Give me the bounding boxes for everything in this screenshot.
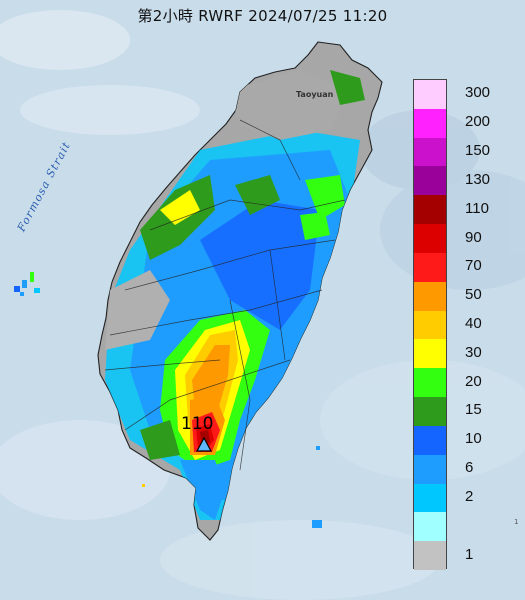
- legend-label: 200: [465, 113, 491, 131]
- legend-label: 90: [465, 228, 482, 246]
- legend-label: 2: [465, 487, 474, 505]
- city-label: Taoyuan: [296, 90, 334, 99]
- legend-label: 50: [465, 286, 482, 304]
- legend-swatch: [414, 108, 446, 139]
- legend-swatch: [414, 224, 446, 254]
- legend-label: 70: [465, 257, 482, 275]
- legend-label: 30: [465, 343, 482, 361]
- legend-swatch: [414, 368, 446, 398]
- legend-label: 40: [465, 315, 482, 332]
- legend-swatch: [414, 80, 446, 110]
- legend-swatch: [414, 541, 446, 571]
- legend-label: 10: [465, 430, 482, 448]
- legend-label: 15: [465, 401, 482, 419]
- legend-swatch: [414, 310, 446, 340]
- max-value-label: 110: [181, 414, 214, 434]
- legend-label: 1: [465, 545, 474, 563]
- legend-swatch: [414, 166, 446, 196]
- legend-swatch: [414, 281, 446, 312]
- legend-swatch: [414, 397, 446, 427]
- legend-swatch: [414, 195, 446, 225]
- legend-label: 150: [465, 142, 491, 160]
- legend-label: 6: [465, 459, 474, 477]
- legend-label: 20: [465, 372, 482, 390]
- triangle-max-marker-icon: [195, 436, 213, 452]
- legend-swatch: [414, 512, 446, 542]
- legend-label: 300: [465, 84, 491, 102]
- legend-swatch: [414, 339, 446, 369]
- color-legend: [413, 79, 447, 571]
- legend-swatch: [414, 252, 446, 283]
- legend-swatch: [414, 425, 446, 456]
- legend-label: 130: [465, 170, 491, 188]
- legend-label: 110: [465, 199, 489, 217]
- map-title: 第2小時 RWRF 2024/07/25 11:20: [137, 7, 388, 25]
- legend-swatch: [414, 137, 446, 167]
- edge-label: 1: [514, 518, 519, 526]
- legend-swatch: [414, 483, 446, 513]
- legend-swatch: [414, 454, 446, 485]
